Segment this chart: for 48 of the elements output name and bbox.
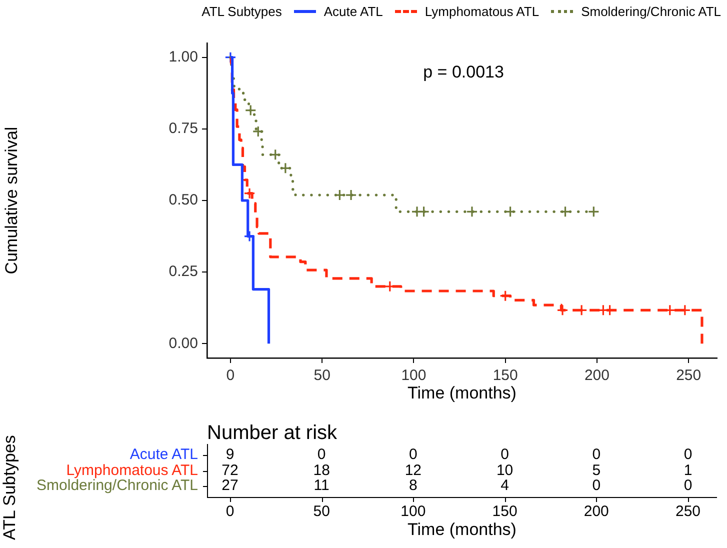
data-label: 12 (404, 462, 423, 480)
x-tick-label: 0 (224, 503, 236, 521)
data-label: 0 (500, 446, 510, 464)
x-tick-label: 150 (491, 503, 518, 521)
data-label: 8 (408, 477, 418, 495)
data-label: 10 (495, 462, 514, 480)
data-label: 4 (500, 477, 510, 495)
legend-title: ATL Subtypes (202, 4, 282, 19)
x-axis-title: Time (months) (406, 520, 518, 540)
x-tick-label: 100 (401, 367, 426, 384)
x-tick-label: 250 (674, 503, 702, 521)
y-tick-label: Lymphomatous ATL (66, 462, 198, 478)
legend-label: Acute ATL (324, 4, 383, 19)
annotation: p = 0.0013 (423, 62, 504, 82)
data-label: 72 (220, 462, 240, 480)
data-label: 0 (591, 477, 602, 495)
y-axis-title: ATL Subtypes (0, 435, 20, 540)
x-tick-label: 150 (492, 367, 518, 384)
y-tick-label: 0.25 (168, 263, 198, 280)
y-tick-label: 0.00 (168, 334, 198, 352)
x-tick-label: 50 (312, 503, 331, 521)
x-tick-label: 200 (584, 367, 610, 384)
data-label: 1 (682, 462, 694, 480)
legend-label: Smoldering/Chronic ATL (581, 4, 721, 19)
data-label: 27 (220, 477, 240, 495)
data-label: 0 (682, 446, 694, 464)
y-tick-label: 1.00 (168, 48, 198, 66)
legend-label: Lymphomatous ATL (424, 4, 540, 19)
x-tick-label: 200 (582, 503, 610, 521)
y-axis-title: Cumulative survival (2, 126, 21, 274)
data-label: 9 (224, 446, 236, 464)
chart-title: Number at risk (207, 422, 338, 445)
y-tick-label: Acute ATL (130, 446, 198, 464)
y-tick-label: Smoldering/Chronic ATL (36, 477, 198, 495)
data-label: 11 (312, 477, 330, 495)
data-label: 0 (316, 446, 327, 464)
data-label: 0 (408, 446, 418, 464)
data-label: 18 (312, 462, 331, 480)
x-tick-label: 50 (314, 367, 330, 384)
y-tick-label: 0.50 (168, 192, 198, 209)
x-axis-title: Time (months) (408, 383, 516, 402)
x-tick-label: 100 (400, 503, 427, 521)
x-tick-label: 250 (676, 367, 702, 384)
data-label: 5 (591, 462, 602, 480)
x-tick-label: 0 (226, 367, 235, 384)
data-label: 0 (682, 477, 694, 495)
data-label: 0 (591, 446, 602, 464)
y-tick-label: 0.75 (168, 120, 198, 138)
